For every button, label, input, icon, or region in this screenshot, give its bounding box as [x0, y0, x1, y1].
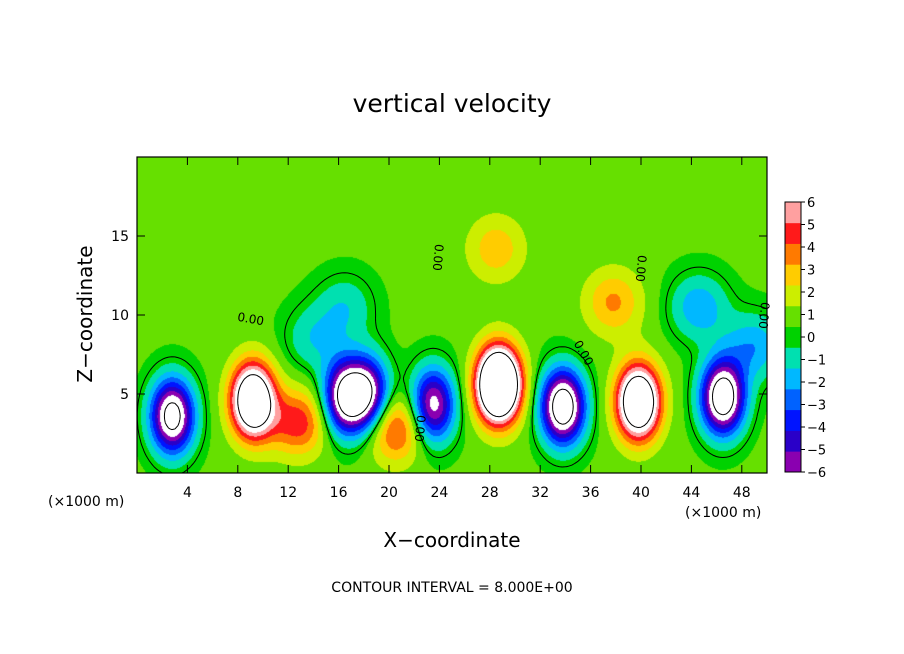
colorbar-cell: [785, 409, 801, 431]
colorbar: 6 5 4 3 2 1 0 −1 −2 −3 −4 −5 −6: [784, 196, 826, 481]
colorbar-tick-label: 6: [807, 196, 815, 211]
y-tick-label: 10: [111, 308, 129, 324]
colorbar-cell: [785, 243, 801, 265]
y-axis-ticks: 5 10 15: [111, 229, 767, 403]
contour-label: 0.00: [412, 414, 428, 442]
x-tick-label: 4: [183, 485, 192, 501]
contour-label: 0.00: [236, 310, 265, 328]
colorbar-cell: [785, 202, 801, 224]
x-tick-label: 24: [430, 485, 448, 501]
colorbar-tick-label: −1: [807, 354, 826, 369]
colorbar-cell: [785, 388, 801, 411]
contour-labels: 0.000.000.000.000.000.00: [236, 243, 772, 442]
colorbar-tick-label: 2: [807, 286, 815, 301]
colorbar-tick-label: 5: [807, 219, 815, 234]
colorbar-cell: [785, 305, 801, 328]
colorbar-tick-label: −4: [807, 421, 826, 436]
y-tick-label: 5: [120, 387, 129, 403]
contour-lines: [137, 266, 767, 473]
x-tick-label: 16: [330, 485, 348, 501]
contour-line: [137, 266, 767, 473]
x-tick-label: 12: [279, 485, 297, 501]
colorbar-cell: [785, 326, 801, 348]
y-tick-label: 15: [111, 229, 129, 245]
x-units-left: (×1000 m): [48, 494, 124, 510]
chart-title: vertical velocity: [353, 89, 552, 118]
colorbar-tick-label: 4: [807, 241, 815, 256]
colorbar-tick-label: 0: [807, 331, 815, 346]
colorbar-tick-label: 3: [807, 264, 815, 279]
contour-negative: [163, 372, 735, 431]
velocity-field: [137, 157, 767, 473]
contour-label: 0.00: [430, 243, 446, 271]
x-axis-label: X−coordinate: [383, 528, 520, 552]
heatmap-plot: 0.000.000.000.000.000.00: [136, 156, 772, 474]
colorbar-cell: [785, 430, 801, 452]
x-axis-ticks: 4 8 12 16 20 24 28 32 36 40 44 48: [183, 157, 751, 501]
colorbar-cell: [785, 222, 801, 244]
x-tick-label: 36: [582, 485, 600, 501]
x-tick-label: 48: [733, 485, 751, 501]
x-tick-label: 28: [481, 485, 499, 501]
y-axis-label: Z−coordinate: [73, 245, 97, 382]
x-tick-label: 32: [531, 485, 549, 501]
contour-interval: CONTOUR INTERVAL = 8.000E+00: [331, 580, 572, 596]
contour-line: [237, 351, 655, 428]
x-tick-label: 20: [380, 485, 398, 501]
colorbar-cell: [785, 285, 801, 307]
x-tick-label: 40: [632, 485, 650, 501]
colorbar-tick-label: −5: [807, 444, 826, 459]
colorbar-labels: 6 5 4 3 2 1 0 −1 −2 −3 −4 −5 −6: [801, 196, 826, 481]
colorbar-cell: [785, 264, 801, 286]
colorbar-tick-label: −6: [807, 466, 826, 481]
colorbar-cell: [785, 451, 801, 473]
colorbar-cell: [785, 368, 801, 390]
colorbar-cell: [785, 347, 801, 369]
x-tick-label: 44: [682, 485, 700, 501]
colorbar-tick-label: 1: [807, 309, 815, 324]
colorbar-tick-label: −2: [807, 376, 826, 391]
x-tick-label: 8: [233, 485, 242, 501]
x-units-right: (×1000 m): [685, 505, 761, 521]
colorbar-tick-label: −3: [807, 399, 826, 414]
contour-label: 0.00: [633, 254, 649, 282]
colorbar-cells: [785, 202, 801, 473]
